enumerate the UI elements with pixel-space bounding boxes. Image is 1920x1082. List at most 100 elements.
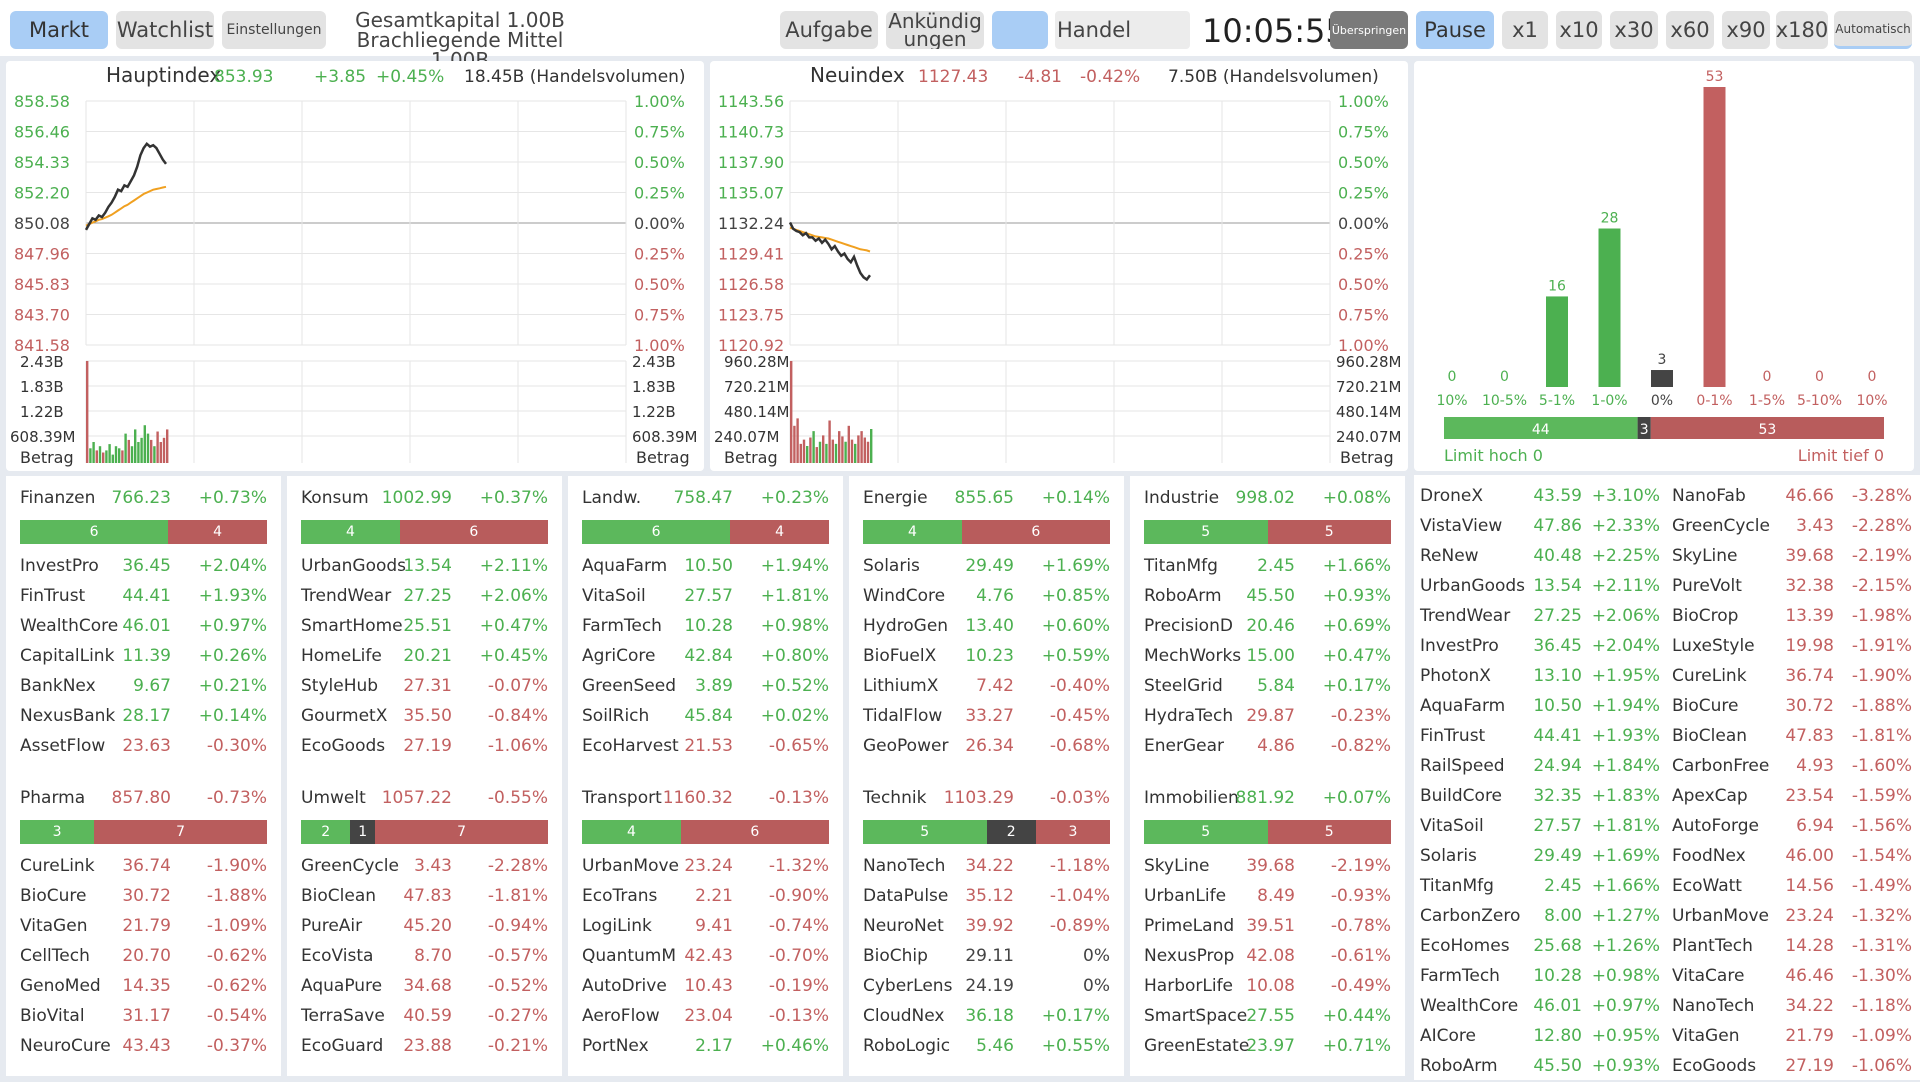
sector-stock-row[interactable]: SoilRich 45.84 +0.02% bbox=[582, 706, 829, 732]
top-gainer-row[interactable]: AICore 12.80 +0.95% bbox=[1420, 1026, 1660, 1052]
sector-panel[interactable]: Pharma 857.80 -0.73% 3 7 CureLink 36.74 -1… bbox=[6, 776, 281, 1076]
top-gainer-row[interactable]: FinTrust 44.41 +1.93% bbox=[1420, 726, 1660, 752]
top-gainer-row[interactable]: BuildCore 32.35 +1.83% bbox=[1420, 786, 1660, 812]
sector-stock-row[interactable]: SkyLine 39.68 -2.19% bbox=[1144, 856, 1391, 882]
sector-stock-row[interactable]: HomeLife 20.21 +0.45% bbox=[301, 646, 548, 672]
sector-stock-row[interactable]: TitanMfg 2.45 +1.66% bbox=[1144, 556, 1391, 582]
top-gainer-row[interactable]: UrbanGoods 13.54 +2.11% bbox=[1420, 576, 1660, 602]
sector-stock-row[interactable]: BankNex 9.67 +0.21% bbox=[20, 676, 267, 702]
sector-stock-row[interactable]: AquaFarm 10.50 +1.94% bbox=[582, 556, 829, 582]
sector-stock-row[interactable]: NeuroCure 43.43 -0.37% bbox=[20, 1036, 267, 1062]
top-gainer-row[interactable]: PhotonX 13.10 +1.95% bbox=[1420, 666, 1660, 692]
speed-x1-button[interactable]: x1 bbox=[1502, 11, 1548, 49]
sector-stock-row[interactable]: SteelGrid 5.84 +0.17% bbox=[1144, 676, 1391, 702]
sector-stock-row[interactable]: RoboArm 45.50 +0.93% bbox=[1144, 586, 1391, 612]
top-loser-row[interactable]: NanoTech 34.22 -1.18% bbox=[1672, 996, 1912, 1022]
top-loser-row[interactable]: EcoWatt 14.56 -1.49% bbox=[1672, 876, 1912, 902]
sector-stock-row[interactable]: CureLink 36.74 -1.90% bbox=[20, 856, 267, 882]
top-loser-row[interactable]: BioCrop 13.39 -1.98% bbox=[1672, 606, 1912, 632]
sector-stock-row[interactable]: PortNex 2.17 +0.46% bbox=[582, 1036, 829, 1062]
speed-x10-button[interactable]: x10 bbox=[1556, 11, 1602, 49]
sector-stock-row[interactable]: BioChip 29.11 0% bbox=[863, 946, 1110, 972]
top-loser-row[interactable]: VitaCare 46.46 -1.30% bbox=[1672, 966, 1912, 992]
sector-stock-row[interactable]: WealthCore 46.01 +0.97% bbox=[20, 616, 267, 642]
top-gainer-row[interactable]: AquaFarm 10.50 +1.94% bbox=[1420, 696, 1660, 722]
sector-stock-row[interactable]: SmartHome 25.51 +0.47% bbox=[301, 616, 548, 642]
top-gainer-row[interactable]: FarmTech 10.28 +0.98% bbox=[1420, 966, 1660, 992]
sector-panel[interactable]: Umwelt 1057.22 -0.55% 2 1 7 GreenCycle 3.43… bbox=[287, 776, 562, 1076]
sector-stock-row[interactable]: PrimeLand 39.51 -0.78% bbox=[1144, 916, 1391, 942]
sector-stock-row[interactable]: AeroFlow 23.04 -0.13% bbox=[582, 1006, 829, 1032]
sector-stock-row[interactable]: EcoVista 8.70 -0.57% bbox=[301, 946, 548, 972]
announcements-button[interactable]: Ankündig ungen bbox=[886, 11, 984, 49]
top-loser-row[interactable]: BioCure 30.72 -1.88% bbox=[1672, 696, 1912, 722]
sector-panel[interactable]: Finanzen 766.23 +0.73% 6 4 InvestPro 36.45… bbox=[6, 476, 281, 776]
top-gainer-row[interactable]: DroneX 43.59 +3.10% bbox=[1420, 486, 1660, 512]
skip-button[interactable]: Überspringen bbox=[1330, 11, 1408, 49]
sector-stock-row[interactable]: AssetFlow 23.63 -0.30% bbox=[20, 736, 267, 762]
top-loser-row[interactable]: EcoGoods 27.19 -1.06% bbox=[1672, 1056, 1912, 1082]
top-gainer-row[interactable]: EcoHomes 25.68 +1.26% bbox=[1420, 936, 1660, 962]
sector-stock-row[interactable]: VitaSoil 27.57 +1.81% bbox=[582, 586, 829, 612]
sector-stock-row[interactable]: TerraSave 40.59 -0.27% bbox=[301, 1006, 548, 1032]
sector-stock-row[interactable]: QuantumM 42.43 -0.70% bbox=[582, 946, 829, 972]
sector-stock-row[interactable]: LithiumX 7.42 -0.40% bbox=[863, 676, 1110, 702]
sector-stock-row[interactable]: NeuroNet 39.92 -0.89% bbox=[863, 916, 1110, 942]
sector-stock-row[interactable]: NexusProp 42.08 -0.61% bbox=[1144, 946, 1391, 972]
sector-stock-row[interactable]: UrbanMove 23.24 -1.32% bbox=[582, 856, 829, 882]
top-loser-row[interactable]: AutoForge 6.94 -1.56% bbox=[1672, 816, 1912, 842]
sector-stock-row[interactable]: CellTech 20.70 -0.62% bbox=[20, 946, 267, 972]
sector-stock-row[interactable]: GreenCycle 3.43 -2.28% bbox=[301, 856, 548, 882]
sector-panel[interactable]: Industrie 998.02 +0.08% 5 5 TitanMfg 2.45 … bbox=[1130, 476, 1405, 776]
sector-panel[interactable]: Konsum 1002.99 +0.37% 4 6 UrbanGoods 13.54… bbox=[287, 476, 562, 776]
sector-stock-row[interactable]: UrbanLife 8.49 -0.93% bbox=[1144, 886, 1391, 912]
auto-button[interactable]: Automatisch bbox=[1834, 11, 1912, 49]
top-loser-row[interactable]: LuxeStyle 19.98 -1.91% bbox=[1672, 636, 1912, 662]
sector-stock-row[interactable]: PureAir 45.20 -0.94% bbox=[301, 916, 548, 942]
top-loser-row[interactable]: FoodNex 46.00 -1.54% bbox=[1672, 846, 1912, 872]
top-gainer-row[interactable]: VitaSoil 27.57 +1.81% bbox=[1420, 816, 1660, 842]
sector-stock-row[interactable]: GreenSeed 3.89 +0.52% bbox=[582, 676, 829, 702]
sector-stock-row[interactable]: CloudNex 36.18 +0.17% bbox=[863, 1006, 1110, 1032]
sector-stock-row[interactable]: InvestPro 36.45 +2.04% bbox=[20, 556, 267, 582]
sector-stock-row[interactable]: TidalFlow 33.27 -0.45% bbox=[863, 706, 1110, 732]
sector-stock-row[interactable]: PrecisionD 20.46 +0.69% bbox=[1144, 616, 1391, 642]
speed-x90-button[interactable]: x90 bbox=[1722, 11, 1770, 49]
sector-stock-row[interactable]: HarborLife 10.08 -0.49% bbox=[1144, 976, 1391, 1002]
sector-stock-row[interactable]: BioFuelX 10.23 +0.59% bbox=[863, 646, 1110, 672]
sector-panel[interactable]: Energie 855.65 +0.14% 4 6 Solaris 29.49 +1… bbox=[849, 476, 1124, 776]
pause-button[interactable]: Pause bbox=[1416, 11, 1494, 49]
sector-stock-row[interactable]: VitaGen 21.79 -1.09% bbox=[20, 916, 267, 942]
top-loser-row[interactable]: ApexCap 23.54 -1.59% bbox=[1672, 786, 1912, 812]
sector-stock-row[interactable]: GreenEstate 23.97 +0.71% bbox=[1144, 1036, 1391, 1062]
speed-x180-button[interactable]: x180 bbox=[1776, 11, 1828, 49]
top-loser-row[interactable]: NanoFab 46.66 -3.28% bbox=[1672, 486, 1912, 512]
sector-stock-row[interactable]: CyberLens 24.19 0% bbox=[863, 976, 1110, 1002]
sector-stock-row[interactable]: SmartSpace 27.55 +0.44% bbox=[1144, 1006, 1391, 1032]
sector-stock-row[interactable]: BioVital 31.17 -0.54% bbox=[20, 1006, 267, 1032]
sector-stock-row[interactable]: EcoGuard 23.88 -0.21% bbox=[301, 1036, 548, 1062]
sector-stock-row[interactable]: RoboLogic 5.46 +0.55% bbox=[863, 1036, 1110, 1062]
sector-stock-row[interactable]: AgriCore 42.84 +0.80% bbox=[582, 646, 829, 672]
trade-toggle[interactable] bbox=[992, 11, 1048, 49]
sector-stock-row[interactable]: NexusBank 28.17 +0.14% bbox=[20, 706, 267, 732]
top-loser-row[interactable]: CarbonFree 4.93 -1.60% bbox=[1672, 756, 1912, 782]
sector-panel[interactable]: Transport 1160.32 -0.13% 4 6 UrbanMove 23.… bbox=[568, 776, 843, 1076]
top-gainer-row[interactable]: InvestPro 36.45 +2.04% bbox=[1420, 636, 1660, 662]
sector-stock-row[interactable]: GenoMed 14.35 -0.62% bbox=[20, 976, 267, 1002]
top-loser-row[interactable]: VitaGen 21.79 -1.09% bbox=[1672, 1026, 1912, 1052]
sector-stock-row[interactable]: BioCure 30.72 -1.88% bbox=[20, 886, 267, 912]
sector-stock-row[interactable]: AquaPure 34.68 -0.52% bbox=[301, 976, 548, 1002]
sector-stock-row[interactable]: EcoTrans 2.21 -0.90% bbox=[582, 886, 829, 912]
sector-panel[interactable]: Landw. 758.47 +0.23% 6 4 AquaFarm 10.50 +1… bbox=[568, 476, 843, 776]
trade-label[interactable]: Handel bbox=[1055, 11, 1190, 49]
sector-stock-row[interactable]: EnerGear 4.86 -0.82% bbox=[1144, 736, 1391, 762]
sector-stock-row[interactable]: StyleHub 27.31 -0.07% bbox=[301, 676, 548, 702]
speed-x60-button[interactable]: x60 bbox=[1666, 11, 1714, 49]
top-loser-row[interactable]: PureVolt 32.38 -2.15% bbox=[1672, 576, 1912, 602]
top-gainer-row[interactable]: RoboArm 45.50 +0.93% bbox=[1420, 1056, 1660, 1082]
sector-panel[interactable]: Immobilien 881.92 +0.07% 5 5 SkyLine 39.68… bbox=[1130, 776, 1405, 1076]
speed-x30-button[interactable]: x30 bbox=[1610, 11, 1658, 49]
sector-stock-row[interactable]: HydraTech 29.87 -0.23% bbox=[1144, 706, 1391, 732]
sector-stock-row[interactable]: MechWorks 15.00 +0.47% bbox=[1144, 646, 1391, 672]
